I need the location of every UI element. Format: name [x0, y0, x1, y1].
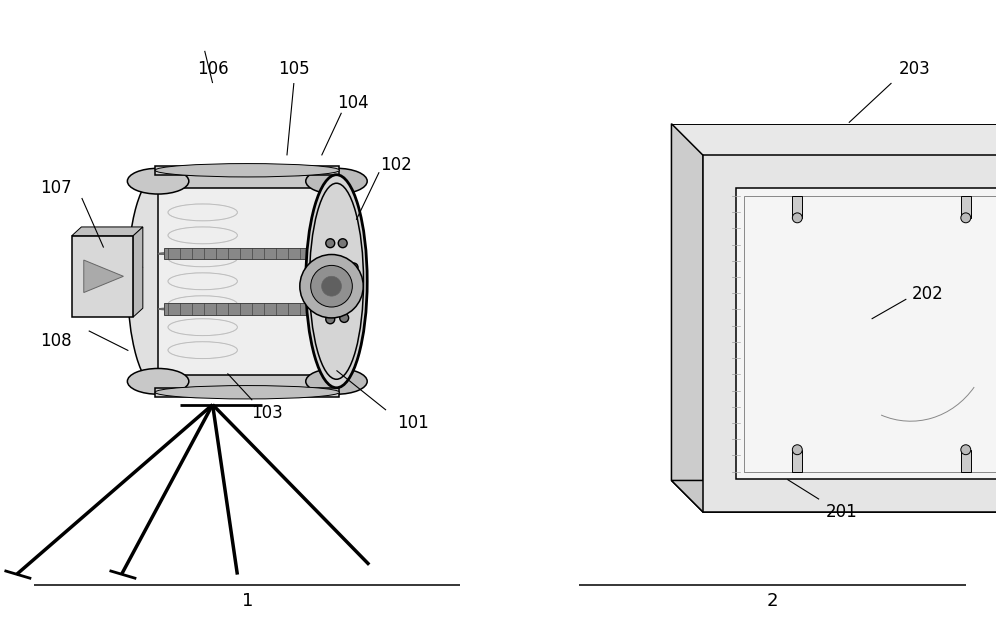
Bar: [744, 196, 1000, 472]
Circle shape: [961, 213, 971, 223]
Text: 203: 203: [898, 60, 930, 78]
Ellipse shape: [306, 175, 367, 387]
Bar: [164, 303, 328, 315]
Text: 202: 202: [912, 285, 944, 303]
Text: 108: 108: [40, 332, 72, 350]
Text: 107: 107: [40, 179, 72, 197]
Ellipse shape: [127, 368, 189, 394]
Bar: [961, 450, 971, 472]
Polygon shape: [671, 480, 1000, 512]
Polygon shape: [133, 227, 143, 317]
Polygon shape: [84, 260, 123, 293]
Circle shape: [315, 263, 324, 272]
Polygon shape: [704, 448, 1000, 480]
Bar: [792, 196, 802, 218]
Circle shape: [961, 445, 971, 455]
Text: 105: 105: [278, 60, 310, 78]
Circle shape: [300, 254, 363, 318]
Polygon shape: [72, 227, 143, 236]
Text: 103: 103: [251, 404, 283, 422]
Polygon shape: [155, 387, 339, 397]
Text: 2: 2: [767, 592, 778, 610]
Circle shape: [322, 276, 341, 296]
Polygon shape: [704, 157, 736, 480]
Ellipse shape: [127, 168, 189, 194]
Circle shape: [326, 315, 335, 324]
Ellipse shape: [155, 386, 339, 399]
Circle shape: [340, 313, 349, 322]
Circle shape: [792, 213, 802, 223]
Circle shape: [349, 263, 358, 272]
Text: 201: 201: [826, 503, 858, 521]
Text: 106: 106: [197, 60, 228, 78]
Ellipse shape: [155, 163, 339, 177]
Circle shape: [792, 445, 802, 455]
Polygon shape: [671, 124, 703, 512]
Circle shape: [326, 239, 335, 248]
Ellipse shape: [306, 168, 367, 194]
Polygon shape: [158, 175, 336, 188]
Polygon shape: [155, 166, 339, 175]
Bar: [792, 450, 802, 472]
Text: 102: 102: [380, 157, 412, 175]
Bar: [164, 248, 328, 259]
Circle shape: [311, 266, 352, 307]
Text: 101: 101: [397, 414, 429, 432]
Bar: [671, 124, 1000, 480]
Bar: [961, 196, 971, 218]
Text: 1: 1: [242, 592, 253, 610]
Bar: [704, 157, 996, 448]
Bar: [736, 188, 1000, 480]
Circle shape: [338, 239, 347, 248]
Polygon shape: [158, 175, 336, 387]
Ellipse shape: [306, 368, 367, 394]
Polygon shape: [158, 375, 336, 387]
Bar: [72, 236, 133, 317]
Circle shape: [349, 291, 358, 300]
Text: 104: 104: [338, 94, 369, 112]
Ellipse shape: [127, 175, 189, 387]
Bar: [703, 155, 1000, 512]
